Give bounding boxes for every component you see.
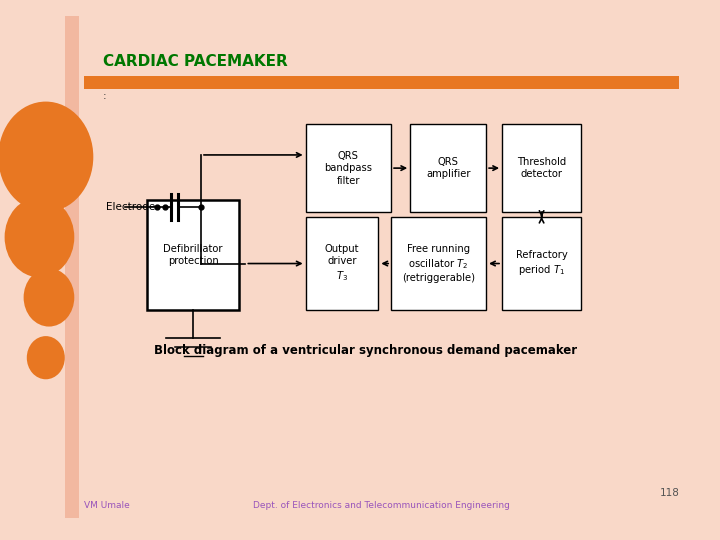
Text: Dept. of Electronics and Telecommunication Engineering: Dept. of Electronics and Telecommunicati… [253, 501, 510, 510]
Text: Free running
oscillator $T_2$
(retriggerable): Free running oscillator $T_2$ (retrigger… [402, 244, 475, 283]
Ellipse shape [24, 268, 74, 327]
Text: Defibrillator
protection: Defibrillator protection [163, 244, 223, 266]
Bar [391, 217, 486, 310]
Bar [410, 124, 486, 212]
Text: Block diagram of a ventricular synchronous demand pacemaker: Block diagram of a ventricular synchrono… [153, 343, 577, 356]
Text: QRS
amplifier: QRS amplifier [426, 157, 470, 179]
Text: VM Umale: VM Umale [84, 501, 130, 510]
Text: Output
driver
$T_3$: Output driver $T_3$ [325, 244, 359, 283]
Text: :: : [103, 91, 107, 101]
Ellipse shape [4, 197, 74, 278]
Bar [147, 199, 239, 310]
Ellipse shape [27, 336, 65, 379]
Bar [305, 124, 391, 212]
Text: 118: 118 [660, 488, 680, 498]
Ellipse shape [0, 102, 94, 212]
Bar [502, 217, 581, 310]
Text: Threshold
detector: Threshold detector [517, 157, 566, 179]
Text: CARDIAC PACEMAKER: CARDIAC PACEMAKER [103, 54, 287, 69]
Bar [305, 217, 379, 310]
Bar [502, 124, 581, 212]
Bar [84, 77, 680, 89]
Bar [65, 16, 78, 518]
Text: QRS
bandpass
filter: QRS bandpass filter [324, 151, 372, 186]
Text: Refractory
period $T_1$: Refractory period $T_1$ [516, 250, 567, 277]
Text: Electrode: Electrode [106, 202, 156, 212]
